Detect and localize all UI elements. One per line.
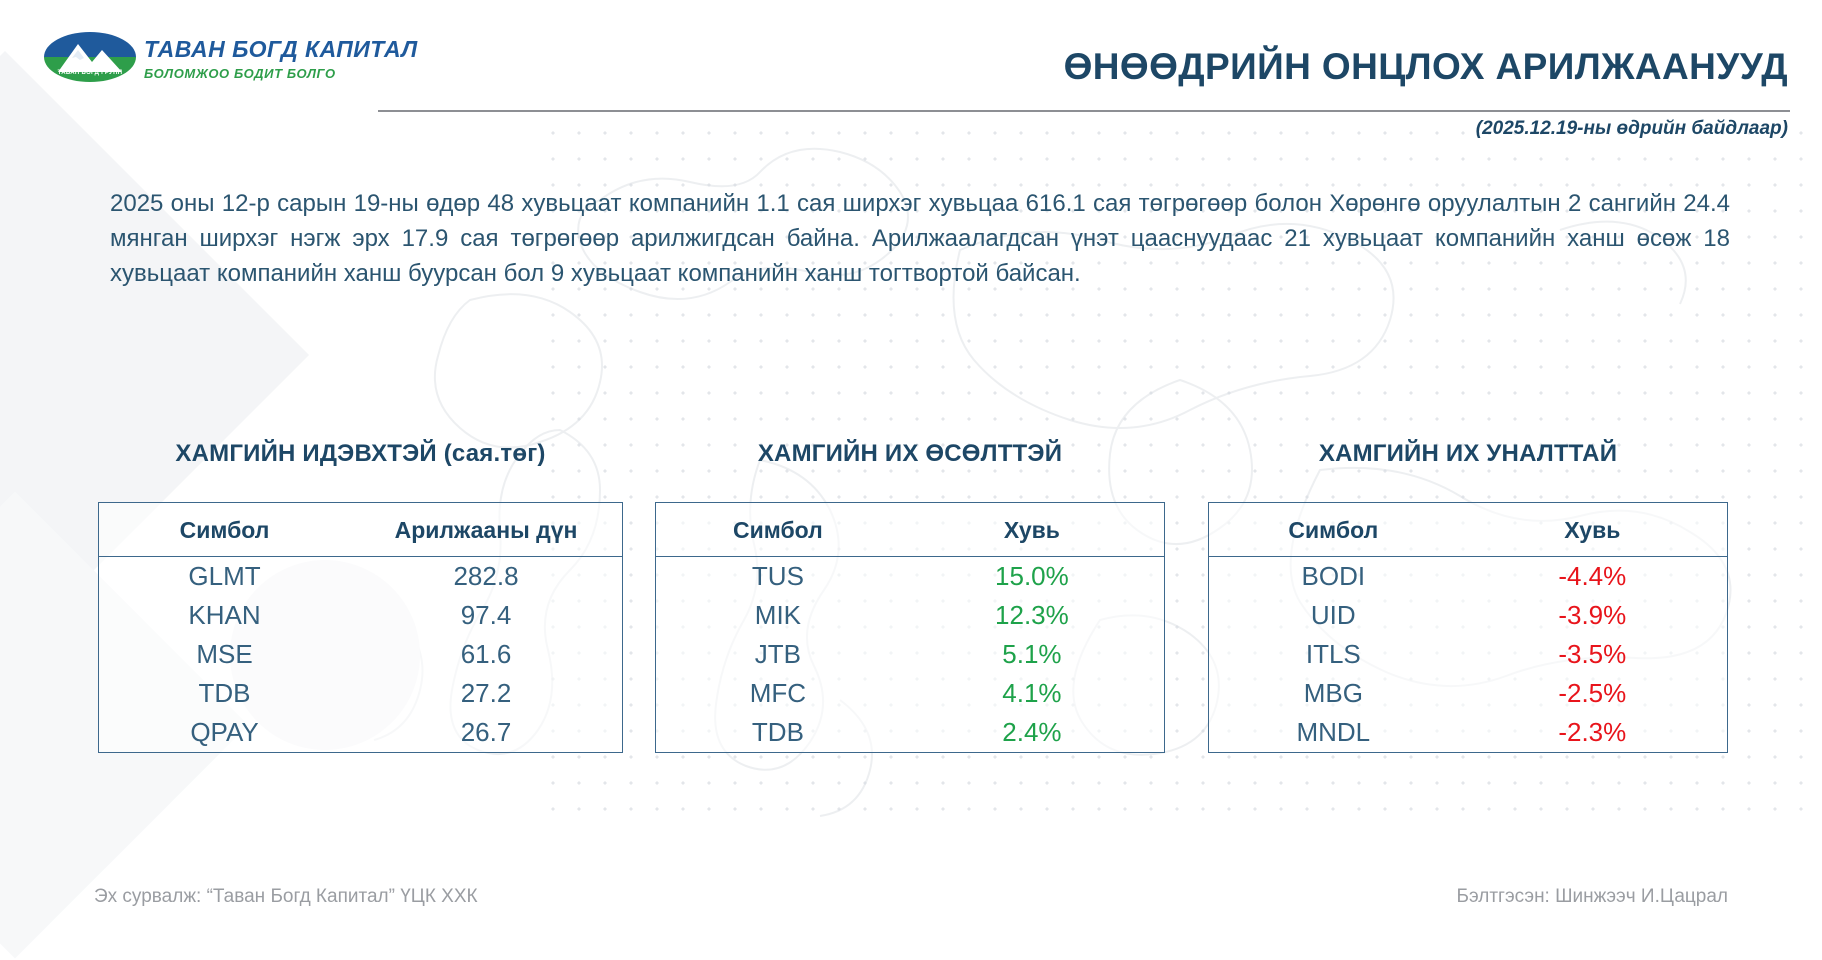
section-most-active: ХАМГИЙН ИДЭВХТЭЙ (сая.төг) Симбол Арилжа… xyxy=(98,440,623,753)
section-heading: ХАМГИЙН ИДЭВХТЭЙ (сая.төг) xyxy=(175,440,546,467)
cell-value: 26.7 xyxy=(460,717,512,747)
section-top-gainers: ХАМГИЙН ИХ ӨСӨЛТТЭЙ Симбол Хувь TUS 15.0… xyxy=(655,440,1165,753)
table-row: TDB 2.4% xyxy=(656,713,1165,753)
table-row: MBG -2.5% xyxy=(1209,674,1728,713)
cell-value: 61.6 xyxy=(460,639,512,669)
cell-percent: -2.3% xyxy=(1558,717,1627,747)
logo-title: ТАВАН БОГД КАПИТАЛ xyxy=(144,36,418,62)
logo-mountain-icon: ТАВАН БОГД ГРУПП xyxy=(44,32,136,82)
cell-symbol: MSE xyxy=(196,639,253,669)
column-header-symbol: Симбол xyxy=(655,502,900,557)
table-row: ITLS -3.5% xyxy=(1209,635,1728,674)
cell-symbol: BODI xyxy=(1301,561,1366,591)
table-row: MNDL -2.3% xyxy=(1209,713,1728,753)
table-row: UID -3.9% xyxy=(1209,596,1728,635)
table-row: TDB 27.2 xyxy=(99,674,623,713)
top-gainers-table: Симбол Хувь TUS 15.0% MIK 12.3% JTB 5.1% xyxy=(655,502,1165,753)
table-row: GLMT 282.8 xyxy=(99,557,623,597)
table-row: QPAY 26.7 xyxy=(99,713,623,753)
table-row: BODI -4.4% xyxy=(1209,557,1728,597)
footer-author: Бэлтгэсэн: Шинжээч И.Цацрал xyxy=(1456,886,1729,907)
section-heading: ХАМГИЙН ИХ ӨСӨЛТТЭЙ xyxy=(757,440,1063,467)
cell-symbol: MFC xyxy=(749,678,807,708)
cell-symbol: JTB xyxy=(754,639,802,669)
page-title: ӨНӨӨДРИЙН ОНЦЛОХ АРИЛЖААНУУД xyxy=(1063,46,1788,87)
section-heading: ХАМГИЙН ИХ УНАЛТТАЙ xyxy=(1318,440,1618,467)
table-row: KHAN 97.4 xyxy=(99,596,623,635)
cell-percent: -2.5% xyxy=(1558,678,1627,708)
column-header-percent: Хувь xyxy=(1457,502,1728,557)
report-date-note: (2025.12.19-ны өдрийн байдлаар) xyxy=(1475,118,1788,139)
most-active-table: Симбол Арилжааны дүн GLMT 282.8 KHAN 97.… xyxy=(98,502,623,753)
table-header-row: Симбол Арилжааны дүн xyxy=(98,502,623,557)
cell-symbol: MIK xyxy=(754,600,802,630)
cell-symbol: MNDL xyxy=(1296,717,1371,747)
cell-symbol: ITLS xyxy=(1305,639,1361,669)
cell-symbol: QPAY xyxy=(190,717,259,747)
table-row: JTB 5.1% xyxy=(656,635,1165,674)
logo-subtitle: БОЛОМЖОО БОДИТ БОЛГО xyxy=(144,66,336,81)
cell-value: 27.2 xyxy=(460,678,512,708)
footer-source: Эх сурвалж: “Таван Богд Капитал” ҮЦК ХХК xyxy=(94,886,478,907)
cell-symbol: UID xyxy=(1310,600,1356,630)
cell-symbol: KHAN xyxy=(188,600,261,630)
cell-symbol: TDB xyxy=(751,717,804,747)
table-row: MIK 12.3% xyxy=(656,596,1165,635)
cell-percent: 5.1% xyxy=(1002,639,1062,669)
cell-symbol: GLMT xyxy=(188,561,261,591)
column-header-symbol: Симбол xyxy=(98,502,351,557)
table-header-row: Симбол Хувь xyxy=(1208,502,1728,557)
cell-value: 282.8 xyxy=(453,561,519,591)
table-header-row: Симбол Хувь xyxy=(655,502,1165,557)
table-row: MFC 4.1% xyxy=(656,674,1165,713)
mountain-peaks-icon xyxy=(58,44,122,72)
cell-value: 97.4 xyxy=(460,600,512,630)
cell-symbol: MBG xyxy=(1303,678,1363,708)
cell-symbol: TDB xyxy=(198,678,251,708)
summary-paragraph: 2025 оны 12-р сарын 19-ны өдөр 48 хувьца… xyxy=(110,190,1730,287)
cell-symbol: TUS xyxy=(751,561,804,591)
column-header-symbol: Симбол xyxy=(1208,502,1458,557)
table-row: MSE 61.6 xyxy=(99,635,623,674)
cell-percent: 2.4% xyxy=(1002,717,1062,747)
column-header-value: Арилжааны дүн xyxy=(350,502,623,557)
cell-percent: 12.3% xyxy=(995,600,1069,630)
header-divider xyxy=(378,110,1790,112)
cell-percent: 4.1% xyxy=(1002,678,1062,708)
company-logo: ТАВАН БОГД ГРУПП ТАВАН БОГД КАПИТАЛ БОЛО… xyxy=(44,26,417,88)
logo-badge-text: ТАВАН БОГД ГРУПП xyxy=(57,70,123,76)
table-row: TUS 15.0% xyxy=(656,557,1165,597)
section-top-losers: ХАМГИЙН ИХ УНАЛТТАЙ Симбол Хувь BODI -4.… xyxy=(1208,440,1728,753)
cell-percent: 15.0% xyxy=(995,561,1069,591)
top-losers-table: Симбол Хувь BODI -4.4% UID -3.9% ITLS -3… xyxy=(1208,502,1728,753)
cell-percent: -3.5% xyxy=(1558,639,1627,669)
cell-percent: -4.4% xyxy=(1558,561,1627,591)
cell-percent: -3.9% xyxy=(1558,600,1627,630)
column-header-percent: Хувь xyxy=(899,502,1165,557)
